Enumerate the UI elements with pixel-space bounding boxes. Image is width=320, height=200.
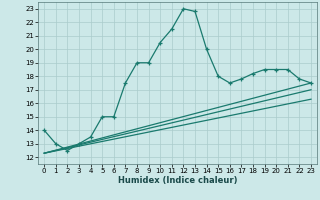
X-axis label: Humidex (Indice chaleur): Humidex (Indice chaleur): [118, 176, 237, 185]
